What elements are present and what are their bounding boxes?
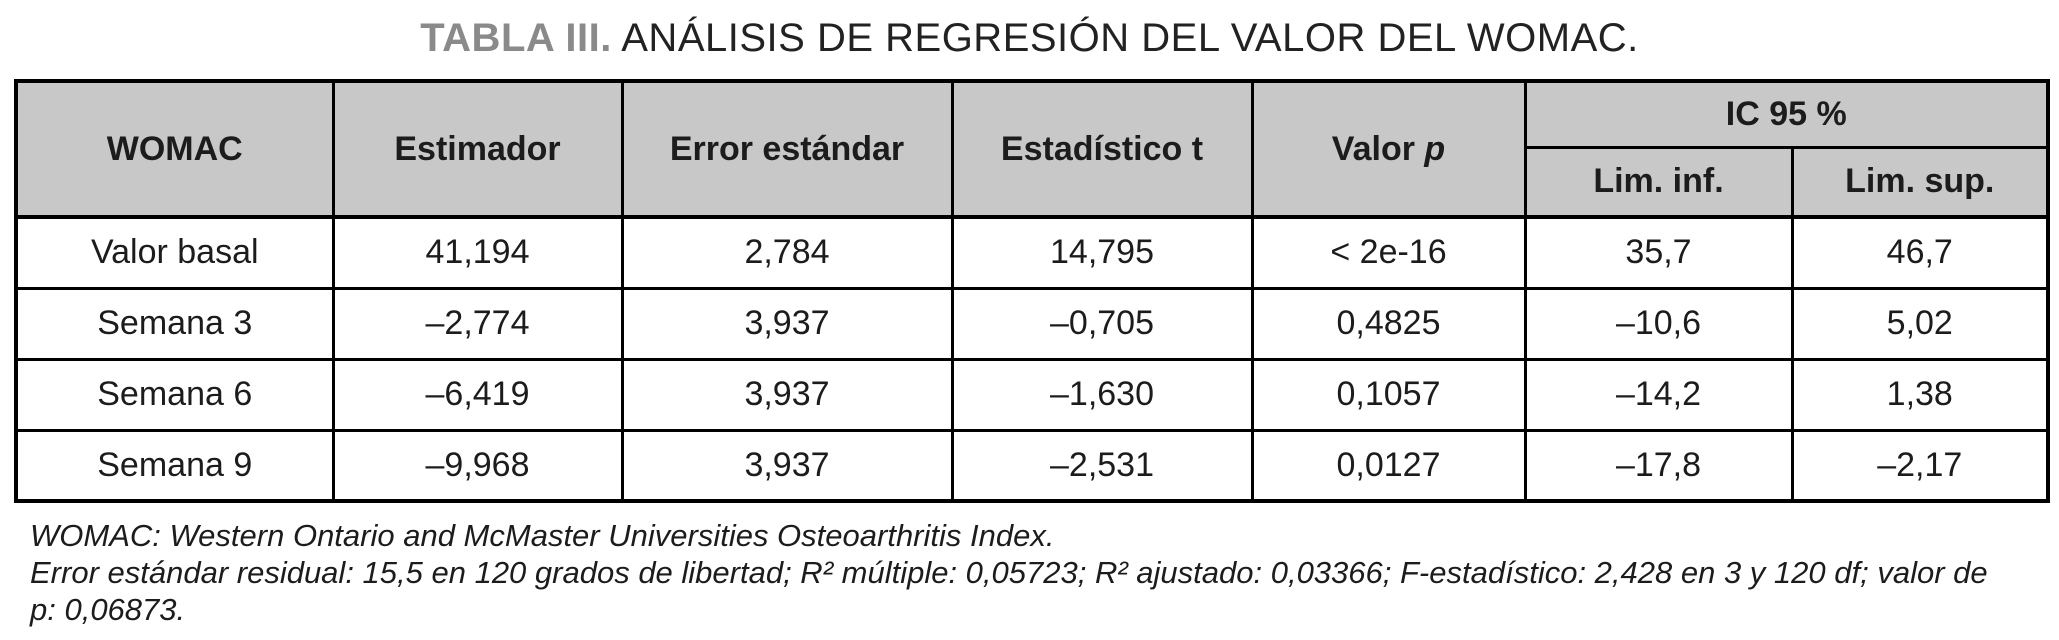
- cell-value: 5,02: [1790, 286, 2050, 361]
- column-header-lim-sup: Lim. sup.: [1790, 146, 2050, 219]
- column-header-estadistico-t: Estadístico t: [950, 79, 1254, 219]
- table-title: TABLA III. ANÁLISIS DE REGRESIÓN DEL VAL…: [0, 0, 2059, 61]
- table-row: Semana 3 –2,774 3,937 –0,705 0,4825 –10,6 5,02: [14, 286, 2050, 361]
- column-header-womac: WOMAC: [14, 79, 335, 219]
- cell-value: 0,1057: [1250, 357, 1527, 432]
- cell-value: 35,7: [1523, 215, 1794, 290]
- cell-value: 2,784: [620, 215, 954, 290]
- table-row: Valor basal 41,194 2,784 14,795 < 2e-16 35,7 4…: [14, 215, 2050, 290]
- footnote-womac-definition: WOMAC: Western Ontario and McMaster Univ…: [30, 518, 1055, 553]
- cell-value: 3,937: [620, 428, 954, 503]
- row-label: Semana 6: [14, 357, 335, 432]
- cell-value: –0,705: [950, 286, 1254, 361]
- cell-value: –10,6: [1523, 286, 1794, 361]
- cell-value: 0,4825: [1250, 286, 1527, 361]
- table-row: Semana 6 –6,419 3,937 –1,630 0,1057 –14,2 1,38: [14, 357, 2050, 432]
- cell-value: –2,774: [331, 286, 624, 361]
- cell-value: 3,937: [620, 357, 954, 432]
- table-header: WOMAC Estimador Error estándar Estadísti…: [14, 79, 2050, 219]
- table-title-label: TABLA III.: [420, 16, 612, 60]
- cell-value: –2,531: [950, 428, 1254, 503]
- table-body: Valor basal 41,194 2,784 14,795 < 2e-16 35,7 4…: [14, 215, 2050, 503]
- cell-value: –17,8: [1523, 428, 1794, 503]
- table-row: Semana 9 –9,968 3,937 –2,531 0,0127 –17,8 –2,1…: [14, 428, 2050, 503]
- table-title-text: ANÁLISIS DE REGRESIÓN DEL VALOR DEL WOMA…: [621, 16, 1639, 60]
- cell-value: 46,7: [1790, 215, 2050, 290]
- cell-value: –1,630: [950, 357, 1254, 432]
- cell-value: –14,2: [1523, 357, 1794, 432]
- column-header-ic95: IC 95 %: [1523, 79, 2050, 149]
- column-header-estimador: Estimador: [331, 79, 624, 219]
- valor-p-text: Valor: [1331, 129, 1415, 168]
- column-header-error-estandar: Error estándar: [620, 79, 954, 219]
- cell-value: 14,795: [950, 215, 1254, 290]
- column-header-valor-p: Valor p: [1250, 79, 1527, 219]
- row-label: Semana 3: [14, 286, 335, 361]
- cell-value: 0,0127: [1250, 428, 1527, 503]
- valor-p-symbol: p: [1424, 129, 1446, 168]
- cell-value: –9,968: [331, 428, 624, 503]
- cell-value: –6,419: [331, 357, 624, 432]
- regression-table: WOMAC Estimador Error estándar Estadísti…: [14, 79, 2051, 503]
- row-label: Semana 9: [14, 428, 335, 503]
- footnote-regression-stats: Error estándar residual: 15,5 en 120 gra…: [30, 555, 1988, 627]
- cell-value: 41,194: [331, 215, 624, 290]
- cell-value: 1,38: [1790, 357, 2050, 432]
- row-label: Valor basal: [14, 215, 335, 290]
- cell-value: –2,17: [1790, 428, 2050, 503]
- cell-value: 3,937: [620, 286, 954, 361]
- column-header-lim-inf: Lim. inf.: [1523, 146, 1794, 219]
- cell-value: < 2e-16: [1250, 215, 1527, 290]
- footnotes: WOMAC: Western Ontario and McMaster Univ…: [30, 517, 2020, 628]
